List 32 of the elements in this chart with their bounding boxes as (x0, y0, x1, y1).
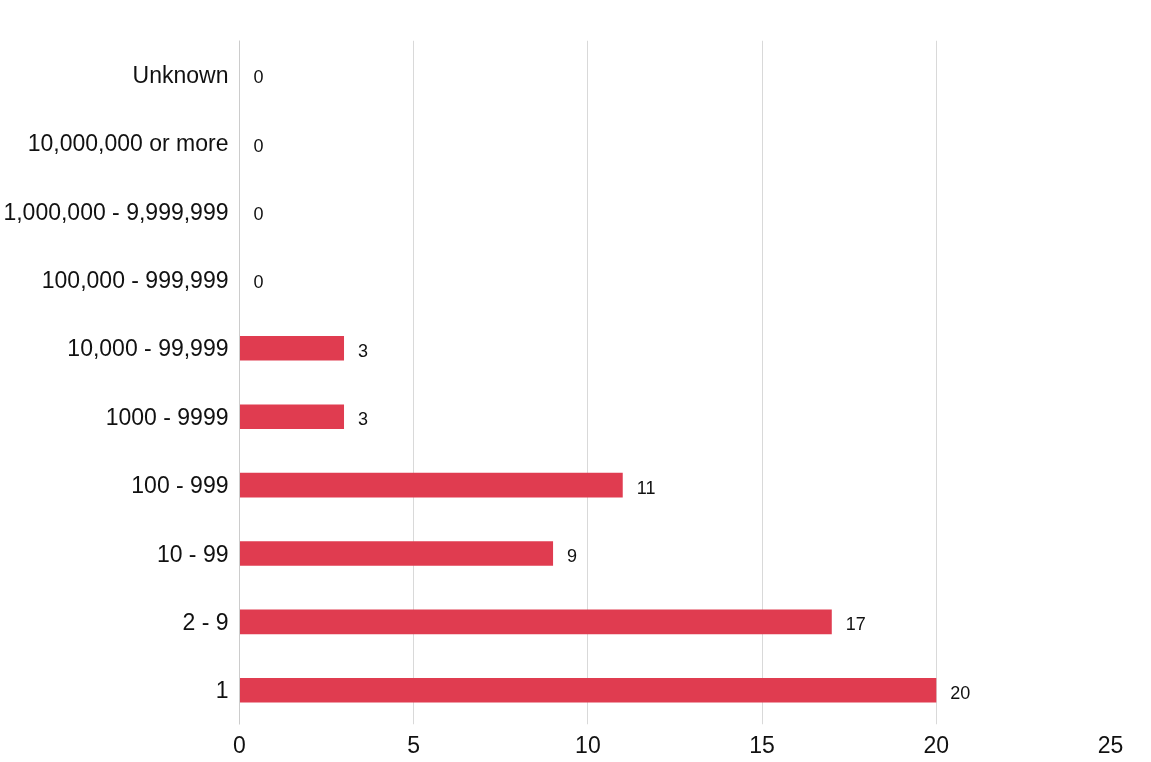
data-label: 3 (358, 409, 369, 430)
x-tick-label: 0 (233, 731, 246, 758)
data-label: 17 (845, 614, 866, 635)
data-label: 20 (950, 682, 971, 703)
x-tick-label: 5 (407, 731, 421, 758)
x-tick-label: 20 (923, 731, 950, 758)
x-tick-label: 25 (1097, 731, 1124, 758)
bar (239, 335, 345, 361)
data-label: 0 (253, 135, 264, 156)
y-tick-label: 2 - 9 (182, 608, 229, 635)
y-tick-label: 10,000 - 99,999 (67, 335, 229, 362)
bar (239, 677, 937, 703)
x-tick-label: 15 (749, 731, 775, 758)
y-tick-label: 100 - 999 (131, 472, 229, 499)
bar (239, 472, 623, 498)
y-tick-label: 100,000 - 999,999 (41, 266, 229, 293)
data-label: 0 (253, 67, 264, 88)
bar (239, 609, 832, 635)
data-label: 0 (253, 204, 264, 224)
bar (239, 541, 554, 566)
data-label: 0 (253, 272, 264, 293)
y-tick-label: 1,000,000 - 9,999,999 (3, 198, 229, 225)
y-tick-label: 10 - 99 (156, 540, 229, 567)
data-label: 9 (567, 546, 578, 566)
data-label: 3 (358, 340, 369, 361)
y-tick-label: 1 (215, 677, 229, 704)
y-tick-label: Unknown (132, 61, 229, 88)
y-tick-label: 1000 - 9999 (105, 403, 229, 430)
bar (239, 404, 345, 430)
x-tick-label: 10 (575, 731, 601, 758)
y-tick-label: 10,000,000 or more (27, 130, 229, 157)
data-label: 11 (636, 477, 656, 498)
